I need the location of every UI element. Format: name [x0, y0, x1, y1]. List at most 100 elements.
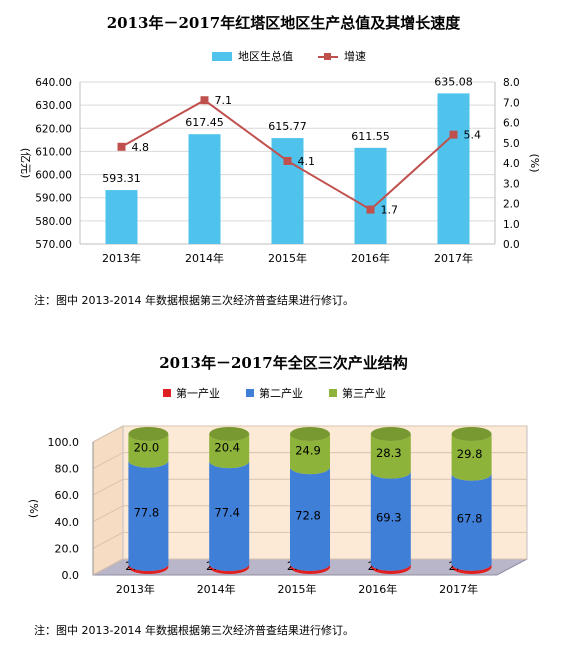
- chart2-gridline: [92, 425, 527, 443]
- chart2-cylinder-segment: [290, 467, 330, 571]
- chart2-cylinder-segment: [370, 563, 411, 574]
- chart1-xtick-label: 2014年: [185, 251, 224, 265]
- chart1-legend-bar-label: 地区生总值: [238, 50, 293, 63]
- chart1-y2tick-label: 2.0: [503, 199, 520, 211]
- chart1-growth-marker: [117, 142, 126, 151]
- chart2-xtick-label: 2013年: [116, 582, 155, 596]
- chart1-ylabel: (亿元): [19, 148, 32, 179]
- chart2-data-label: 69.3: [376, 511, 402, 525]
- chart1-y2tick-label: 0.0: [503, 239, 520, 251]
- chart1-bar: [354, 147, 387, 244]
- chart1-ytick-label: 610.00: [35, 146, 72, 158]
- chart2-ytick-label: 100.0: [48, 436, 80, 449]
- chart1-growth-label: 7.1: [215, 94, 233, 107]
- chart2-data-label: 20.4: [214, 441, 240, 455]
- chart1-xtick-label: 2016年: [351, 251, 390, 265]
- chart2-data-label: 20.0: [134, 440, 160, 454]
- chart2-legend-primary-label: 第一产业: [176, 387, 220, 400]
- chart2-cylinder-segment: [451, 434, 492, 481]
- chart2-side-wall: [92, 425, 124, 576]
- chart1-y2tick-label: 8.0: [503, 77, 520, 89]
- chart2-legend-tertiary-label: 第三产业: [342, 387, 386, 400]
- chart1-y2label: (%): [528, 153, 541, 172]
- chart1-ytick-label: 590.00: [35, 193, 72, 205]
- chart1-growth-marker: [200, 96, 209, 105]
- chart1-growth-marker: [449, 130, 458, 139]
- chart1-bar: [437, 93, 470, 244]
- chart2-data-label: 77.4: [214, 506, 240, 520]
- chart2-legend-primary: 第一产业: [163, 385, 220, 401]
- chart1-ytick-label: 640.00: [35, 77, 72, 89]
- chart1-legend-line-label: 增速: [344, 50, 366, 63]
- chart1-bar: [271, 138, 304, 244]
- chart1-bar-label: 617.45: [185, 116, 224, 129]
- chart2-cylinder-segment: [128, 564, 169, 574]
- chart1-growth-marker: [366, 205, 375, 214]
- chart1-bar-label: 593.31: [102, 172, 141, 185]
- chart1-ytick-label: 620.00: [35, 123, 72, 135]
- chart2-data-label: 29.8: [457, 447, 483, 461]
- chart1-bar-label: 635.08: [434, 75, 473, 88]
- chart1-ytick-label: 630.00: [35, 100, 72, 112]
- chart2-legend-tertiary-swatch: [329, 389, 337, 397]
- chart1-y2tick-label: 4.0: [503, 158, 520, 170]
- chart2-title: 2013年－2017年全区三次产业结构: [159, 354, 408, 372]
- chart1-xtick-label: 2015年: [268, 251, 307, 265]
- chart2-cylinder-segment: [370, 434, 411, 479]
- chart1-legend-bar: 地区生总值: [212, 48, 293, 64]
- chart1-legend-line-swatch: [318, 52, 338, 61]
- chart1-y2tick-label: 7.0: [503, 97, 520, 109]
- chart1-growth-label: 5.4: [464, 129, 482, 142]
- chart2-xtick-label: 2014年: [197, 582, 236, 596]
- chart1-title: 2013年－2017年红塔区地区生产总值及其增长速度: [106, 14, 461, 32]
- chart2-ytick-label: 40.0: [55, 516, 80, 529]
- chart1-ytick-label: 600.00: [35, 170, 72, 182]
- chart2-cylinder-top: [128, 427, 169, 441]
- chart1-bar: [188, 134, 221, 244]
- chart2-cylinder-segment: [128, 434, 169, 468]
- chart1-growth-label: 4.1: [298, 155, 316, 168]
- chart2-ytick-label: 60.0: [55, 489, 80, 502]
- chart1-y2tick-label: 1.0: [503, 219, 520, 231]
- chart2-legend-tertiary: 第三产业: [329, 385, 386, 401]
- chart2-ytick-label: 80.0: [55, 463, 80, 476]
- chart2-data-label: 72.8: [295, 509, 321, 523]
- chart2-legend-primary-swatch: [163, 389, 171, 397]
- chart1-note: 注：图中 2013-2014 年数据根据第三次经济普查结果进行修订。: [34, 294, 354, 307]
- chart1-bar: [105, 190, 138, 244]
- chart2-cylinder-segment: [290, 563, 330, 574]
- chart2-cylinder-segment: [209, 434, 250, 469]
- chart2-cylinder-segment: [370, 471, 411, 571]
- chart2-xtick-label: 2015年: [278, 582, 317, 596]
- chart1-y2tick-label: 3.0: [503, 178, 520, 190]
- chart2-cylinder-segment: [209, 461, 250, 572]
- chart2-data-label: 28.3: [376, 446, 402, 460]
- chart2-cylinder-top: [209, 427, 250, 441]
- chart1-bar-label: 611.55: [351, 130, 390, 143]
- chart1-growth-label: 4.8: [132, 141, 150, 154]
- chart2-data-label: 67.8: [457, 512, 483, 526]
- chart1-xtick-label: 2013年: [102, 251, 141, 265]
- chart2-data-label: 24.9: [295, 444, 321, 458]
- chart2-cylinder-top: [370, 427, 411, 441]
- chart2-note: 注：图中 2013-2014 年数据根据第三次经济普查结果进行修订。: [34, 624, 354, 637]
- chart1-ytick-label: 570.00: [35, 239, 72, 251]
- chart2-cylinder-segment: [451, 563, 492, 574]
- chart2-ylabel: (%): [27, 499, 40, 518]
- chart2-legend-secondary: 第二产业: [246, 385, 303, 401]
- chart1-ytick-label: 580.00: [35, 216, 72, 228]
- chart1-bar-label: 615.77: [268, 120, 307, 133]
- chart2-cylinder-top: [451, 427, 492, 441]
- chart2-ytick-label: 20.0: [55, 542, 80, 555]
- chart1-xtick-label: 2017年: [434, 251, 473, 265]
- chart2-ytick-label: 0.0: [62, 569, 80, 582]
- chart2-xtick-label: 2017年: [439, 582, 478, 596]
- chart2-cylinder-segment: [209, 564, 250, 574]
- chart1-growth-label: 1.7: [381, 204, 399, 217]
- chart2-xtick-label: 2016年: [358, 582, 397, 596]
- chart2-legend-secondary-swatch: [246, 389, 254, 397]
- chart1-y2tick-label: 5.0: [503, 138, 520, 150]
- chart1-growth-marker: [283, 156, 292, 165]
- chart2-cylinder-segment: [128, 460, 169, 572]
